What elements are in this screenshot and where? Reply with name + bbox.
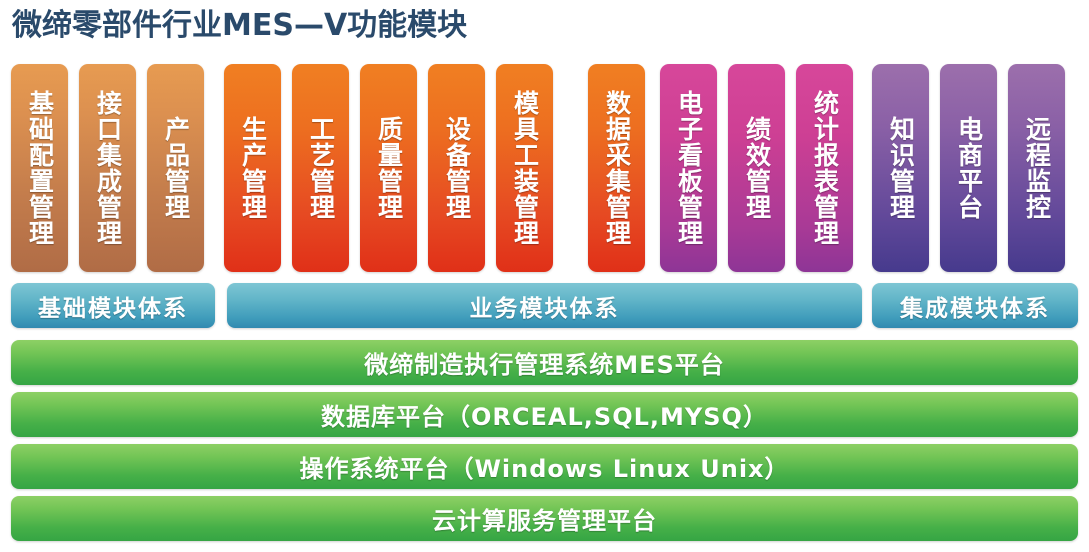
module-column[interactable]: 电子看板管理 [660, 64, 717, 272]
section-bar[interactable]: 基础模块体系 [11, 283, 215, 328]
section-bar[interactable]: 业务模块体系 [227, 283, 862, 328]
module-column[interactable]: 产品管理 [147, 64, 204, 272]
platform-bar[interactable]: 数据库平台（ORCEAL,SQL,MYSQ） [11, 392, 1078, 437]
module-column[interactable]: 远程监控 [1008, 64, 1065, 272]
module-column[interactable]: 数据采集管理 [588, 64, 645, 272]
module-column[interactable]: 质量管理 [360, 64, 417, 272]
module-column-label: 远程监控 [1022, 116, 1052, 220]
module-column-label: 知识管理 [886, 116, 916, 220]
module-column[interactable]: 统计报表管理 [796, 64, 853, 272]
module-column-label: 设备管理 [442, 116, 472, 220]
platform-bar[interactable]: 操作系统平台（Windows Linux Unix） [11, 444, 1078, 489]
module-column[interactable]: 知识管理 [872, 64, 929, 272]
module-column-label: 生产管理 [238, 116, 268, 220]
module-column-label: 基础配置管理 [25, 90, 55, 246]
module-column[interactable]: 接口集成管理 [79, 64, 136, 272]
module-column-label: 模具工装管理 [510, 90, 540, 246]
module-column-label: 质量管理 [374, 116, 404, 220]
module-column[interactable]: 基础配置管理 [11, 64, 68, 272]
module-columns-row: 基础配置管理 接口集成管理 产品管理 生产管理 工艺管理 质量管理 设备管理 模具工装管理 数据… [0, 64, 1089, 274]
platform-bar[interactable]: 微缔制造执行管理系统MES平台 [11, 340, 1078, 385]
module-column-label: 数据采集管理 [602, 90, 632, 246]
module-column-label: 统计报表管理 [810, 90, 840, 246]
module-column-label: 电商平台 [954, 116, 984, 220]
module-column[interactable]: 设备管理 [428, 64, 485, 272]
module-column[interactable]: 生产管理 [224, 64, 281, 272]
module-column[interactable]: 电商平台 [940, 64, 997, 272]
module-column-label: 工艺管理 [306, 116, 336, 220]
page-title: 微缔零部件行业MES—V功能模块 [12, 8, 468, 43]
module-column-label: 电子看板管理 [674, 90, 704, 246]
module-column[interactable]: 模具工装管理 [496, 64, 553, 272]
platform-bar[interactable]: 云计算服务管理平台 [11, 496, 1078, 541]
section-bar[interactable]: 集成模块体系 [872, 283, 1078, 328]
module-column[interactable]: 工艺管理 [292, 64, 349, 272]
module-column[interactable]: 绩效管理 [728, 64, 785, 272]
module-column-label: 绩效管理 [742, 116, 772, 220]
module-column-label: 接口集成管理 [93, 90, 123, 246]
module-column-label: 产品管理 [161, 116, 191, 220]
